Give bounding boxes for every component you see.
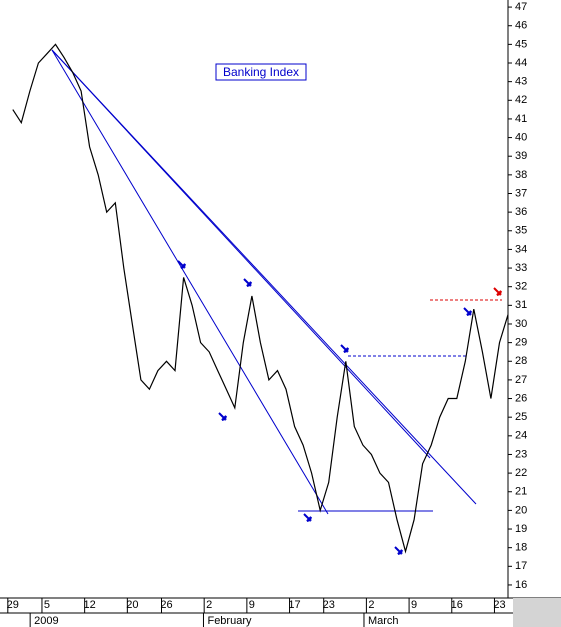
y-tick-label: 17 (515, 560, 527, 572)
arrow (177, 260, 186, 269)
y-tick-label: 39 (515, 150, 527, 162)
x-tick-label: 17 (288, 599, 300, 611)
corner-box (513, 598, 561, 627)
y-tick-label: 45 (515, 38, 527, 50)
x-tick-label: 29 (7, 599, 19, 611)
y-tick-label: 29 (515, 337, 527, 349)
y-tick-label: 47 (515, 1, 527, 13)
y-tick-label: 19 (515, 523, 527, 535)
y-tick-label: 26 (515, 392, 527, 404)
x-tick-label: 9 (249, 599, 255, 611)
y-tick-label: 28 (515, 355, 527, 367)
y-tick-label: 31 (515, 299, 527, 311)
x-tick-label: 23 (323, 599, 335, 611)
y-tick-label: 24 (515, 430, 527, 442)
y-tick-label: 25 (515, 411, 527, 423)
arrow (218, 412, 227, 421)
y-tick-label: 38 (515, 169, 527, 181)
arrow (303, 513, 312, 522)
y-tick-label: 41 (515, 113, 527, 125)
x-tick-label: 2 (368, 599, 374, 611)
trend-line (51, 49, 477, 505)
arrow (243, 278, 252, 287)
y-tick-label: 27 (515, 374, 527, 386)
arrow (394, 546, 403, 555)
arrow (463, 307, 472, 316)
y-tick-label: 37 (515, 187, 527, 199)
y-tick-label: 32 (515, 281, 527, 293)
x-tick-label: 2 (206, 599, 212, 611)
trend-line (51, 49, 329, 515)
x-tick-label: 23 (493, 599, 505, 611)
month-label: 2009 (34, 615, 58, 627)
y-tick-label: 21 (515, 486, 527, 498)
x-tick-label: 12 (84, 599, 96, 611)
y-tick-label: 20 (515, 504, 527, 516)
arrows (177, 260, 502, 555)
annotations (51, 49, 477, 515)
y-tick-label: 22 (515, 467, 527, 479)
y-tick-label: 42 (515, 94, 527, 106)
price-line (12, 43, 509, 554)
y-tick-label: 23 (515, 448, 527, 460)
y-tick-label: 46 (515, 20, 527, 32)
y-tick-label: 33 (515, 262, 527, 274)
y-tick-label: 16 (515, 579, 527, 591)
title-box (215, 63, 307, 81)
arrow (340, 344, 349, 353)
x-tick-label: 16 (451, 599, 463, 611)
y-tick-label: 43 (515, 76, 527, 88)
y-tick-label: 34 (515, 243, 527, 255)
y-tick-label: 18 (515, 542, 527, 554)
x-tick-label: 20 (126, 599, 138, 611)
y-tick-label: 40 (515, 131, 527, 143)
x-tick-label: 5 (44, 599, 50, 611)
x-tick-label: 9 (411, 599, 417, 611)
y-tick-label: 35 (515, 225, 527, 237)
y-tick-label: 30 (515, 318, 527, 330)
arrow (493, 287, 502, 296)
x-tick-label: 26 (160, 599, 172, 611)
month-label: March (368, 615, 399, 627)
chart-title: Banking Index (223, 65, 299, 79)
y-tick-label: 44 (515, 57, 527, 69)
y-tick-label: 36 (515, 206, 527, 218)
month-label: February (207, 615, 252, 627)
